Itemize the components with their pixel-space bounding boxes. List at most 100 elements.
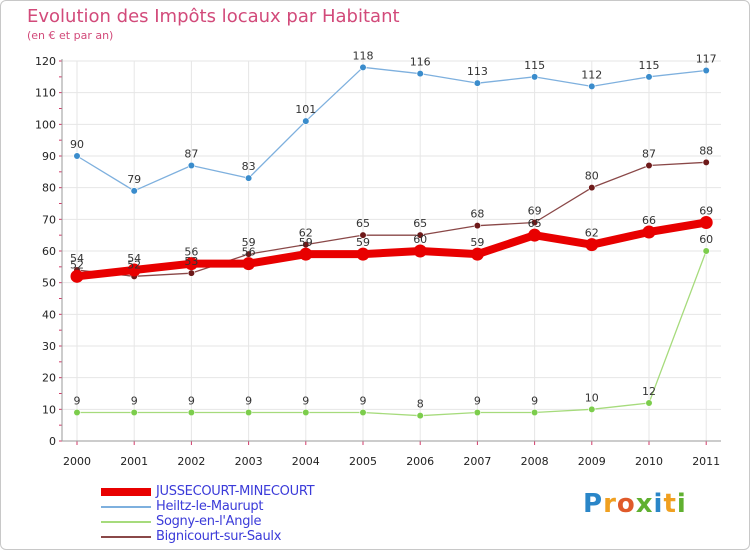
data-point [359,408,367,417]
data-label: 69 [528,205,542,218]
data-point [130,408,138,417]
data-point [588,184,596,192]
data-label: 9 [302,395,309,408]
data-point [73,152,81,160]
data-point [473,79,482,87]
data-point [588,82,596,90]
data-point [299,247,313,261]
x-tick-label: 2004 [292,455,320,468]
data-label: 115 [639,59,660,72]
data-point [473,408,482,417]
data-label: 59 [242,236,256,249]
data-label: 101 [295,103,316,116]
data-label: 12 [642,385,656,398]
series-line [76,250,707,417]
data-point [70,269,84,283]
data-point [187,408,195,417]
x-tick-label: 2000 [63,455,91,468]
data-point [645,73,653,81]
data-point [528,228,542,242]
y-tick-label: 90 [42,150,56,163]
legend-swatch [101,506,151,508]
data-point [359,231,367,239]
legend-label: JUSSECOURT-MINECOURT [156,484,315,499]
chart-subtitle: (en € et par an) [27,29,114,42]
data-label: 88 [699,144,713,157]
logo-letter: i [653,489,664,519]
y-tick-label: 70 [42,213,56,226]
x-tick-label: 2003 [235,455,263,468]
data-point [473,222,482,230]
x-tick-label: 2002 [177,455,205,468]
data-point [416,70,424,78]
data-point [530,218,539,227]
legend-swatch [101,521,151,523]
data-point [588,405,596,413]
data-label: 65 [356,217,370,230]
data-point [585,238,599,252]
series-line [76,161,707,277]
data-label: 9 [474,395,481,408]
data-point [702,66,710,75]
logo-letter: t [663,489,677,519]
data-point [530,408,539,417]
data-label: 80 [585,170,599,183]
y-tick-label: 30 [42,340,56,353]
logo-letter: i [676,489,687,519]
data-point [413,244,427,258]
data-point [245,174,253,182]
y-tick-label: 50 [42,277,56,290]
logo-letter: P [583,489,604,519]
data-point [699,216,713,229]
data-point [245,408,253,417]
data-label: 9 [531,395,538,408]
data-label: 9 [360,395,367,408]
data-point [642,225,656,239]
x-tick-label: 2005 [349,455,377,468]
data-label: 52 [70,258,84,271]
legend-label: Bignicourt-sur-Saulx [156,529,282,544]
data-label: 68 [470,208,484,221]
data-label: 54 [70,252,84,265]
data-label: 9 [74,395,81,408]
data-label: 116 [410,56,431,69]
legend-swatch [101,536,151,538]
y-tick-label: 120 [35,55,56,68]
data-point [356,247,370,261]
series-line [76,66,707,192]
data-label: 56 [242,246,256,259]
x-tick-label: 2006 [406,455,434,468]
data-label: 69 [699,205,713,218]
data-label: 54 [127,252,141,265]
data-point [127,263,141,277]
data-label: 83 [242,160,256,173]
data-label: 87 [642,148,656,161]
data-label: 52 [127,258,141,271]
data-label: 59 [299,236,313,249]
data-point [130,187,138,195]
data-point [187,161,195,170]
logo-letter: r [603,489,617,519]
legend-label: Sogny-en-l'Angle [156,514,262,529]
data-label: 112 [581,68,602,81]
chart-title: Evolution des Impôts locaux par Habitant [27,6,400,27]
data-point [416,412,424,420]
y-tick-label: 110 [35,87,56,100]
y-tick-label: 40 [42,308,56,321]
data-point [187,269,195,277]
data-label: 60 [699,233,713,246]
data-point [242,257,256,271]
x-tick-label: 2001 [120,455,148,468]
data-label: 9 [188,395,195,408]
data-label: 79 [127,173,141,186]
logo-letter: o [616,489,636,519]
data-point [530,73,539,81]
data-point [702,247,710,255]
data-label: 60 [413,233,427,246]
data-label: 66 [642,214,656,227]
data-label: 56 [184,246,198,259]
series-line [73,218,711,281]
y-tick-label: 100 [35,118,56,131]
